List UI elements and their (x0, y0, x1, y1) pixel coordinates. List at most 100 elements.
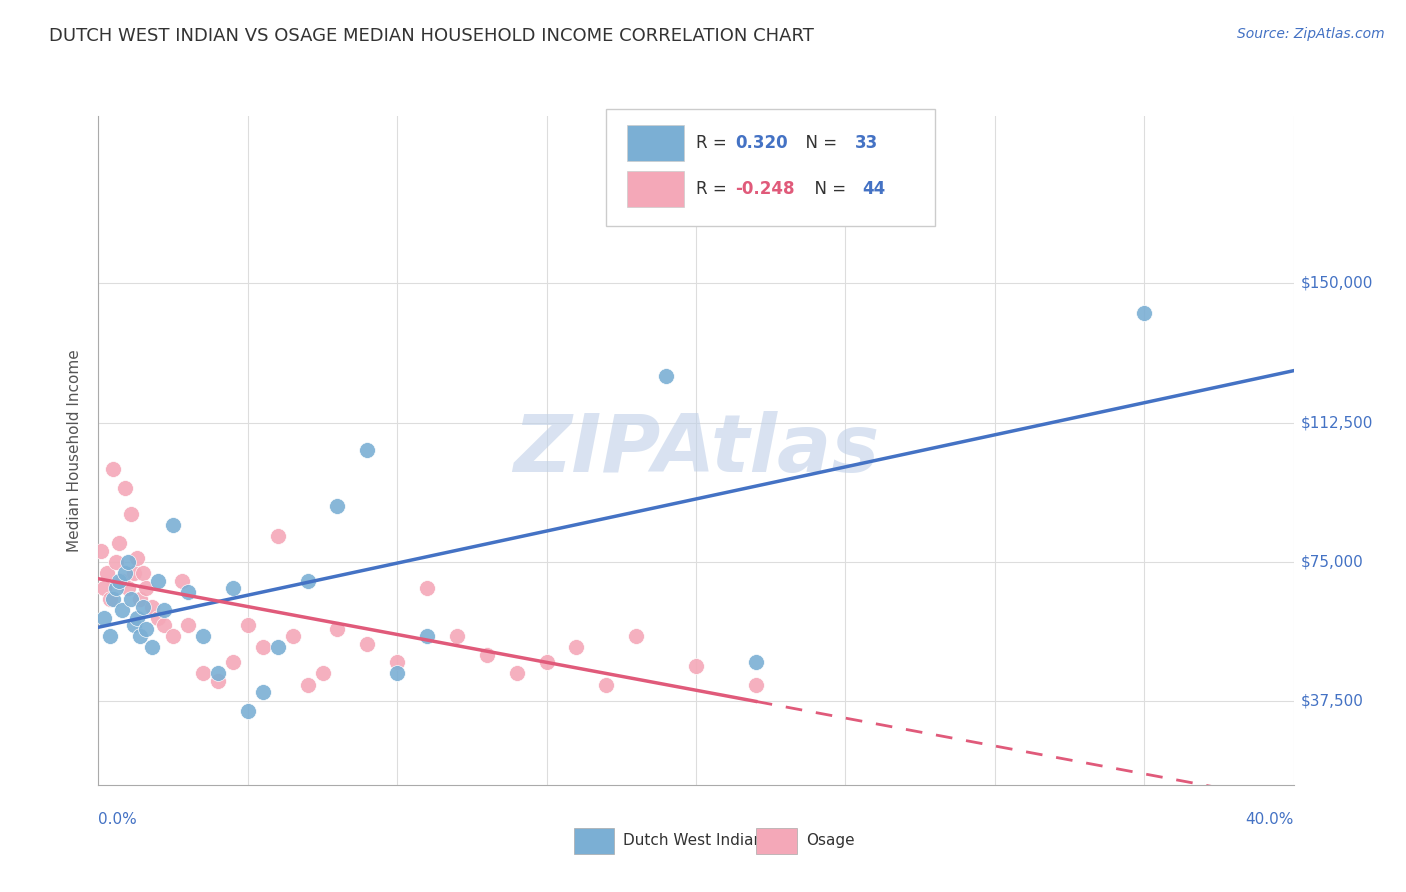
Point (685, 659, 707, 673)
Point (135, 581, 157, 595)
Point (93, 581, 115, 595)
Point (129, 592, 152, 607)
Text: DUTCH WEST INDIAN VS OSAGE MEDIAN HOUSEHOLD INCOME CORRELATION CHART: DUTCH WEST INDIAN VS OSAGE MEDIAN HOUSEH… (49, 27, 814, 45)
Point (624, 629, 647, 643)
Point (108, 536, 131, 550)
Point (475, 648, 498, 662)
Point (267, 640, 290, 655)
Point (536, 655, 558, 669)
Point (98, 592, 122, 607)
Text: 44: 44 (862, 180, 886, 198)
Point (108, 574, 131, 588)
Text: -0.248: -0.248 (735, 180, 794, 198)
Point (96, 566, 118, 581)
Point (416, 629, 439, 643)
Point (297, 574, 319, 588)
Point (135, 622, 157, 636)
Point (98, 629, 122, 643)
Point (745, 678, 768, 692)
Point (127, 551, 149, 566)
Text: $150,000: $150,000 (1301, 276, 1372, 291)
Point (172, 574, 194, 588)
Point (177, 618, 200, 632)
Point (114, 566, 136, 581)
Point (177, 584, 200, 599)
Point (356, 443, 378, 458)
FancyBboxPatch shape (627, 171, 685, 207)
Point (416, 581, 439, 595)
Text: Source: ZipAtlas.com: Source: ZipAtlas.com (1237, 27, 1385, 41)
Point (93, 611, 115, 625)
Point (90, 544, 112, 558)
Point (132, 566, 155, 581)
FancyBboxPatch shape (606, 109, 935, 227)
Point (446, 629, 468, 643)
Point (506, 666, 529, 681)
Point (385, 666, 409, 681)
Point (236, 618, 259, 632)
Point (124, 566, 146, 581)
Point (141, 599, 163, 614)
Point (117, 581, 139, 595)
Point (103, 462, 125, 476)
Point (236, 704, 259, 718)
Point (114, 481, 136, 495)
Point (745, 655, 768, 669)
Text: ZIPAtlas: ZIPAtlas (513, 411, 879, 490)
Point (385, 655, 409, 669)
Point (105, 581, 128, 595)
Point (153, 603, 176, 617)
Point (148, 574, 170, 588)
Text: 0.320: 0.320 (735, 135, 787, 153)
Point (565, 640, 588, 655)
Point (1133, 306, 1156, 320)
Text: R =: R = (696, 180, 733, 198)
Point (281, 629, 304, 643)
Text: Osage: Osage (806, 833, 855, 848)
Point (105, 555, 128, 569)
Text: N =: N = (796, 135, 842, 153)
Point (252, 685, 274, 699)
Point (111, 603, 134, 617)
Point (191, 629, 214, 643)
Text: 0.0%: 0.0% (98, 812, 138, 827)
Point (655, 369, 678, 384)
Text: 33: 33 (855, 135, 879, 153)
Text: $75,000: $75,000 (1301, 555, 1364, 569)
Point (207, 666, 229, 681)
Point (222, 655, 245, 669)
Point (207, 673, 229, 688)
Point (222, 581, 245, 595)
Point (297, 678, 319, 692)
Point (124, 618, 146, 632)
Text: Dutch West Indians: Dutch West Indians (623, 833, 770, 848)
Point (127, 611, 149, 625)
Point (326, 622, 349, 636)
Text: N =: N = (804, 180, 851, 198)
Text: $37,500: $37,500 (1301, 694, 1364, 709)
Point (103, 592, 125, 607)
Point (356, 637, 378, 651)
Point (117, 555, 139, 569)
Point (311, 666, 333, 681)
Point (129, 629, 152, 643)
FancyBboxPatch shape (627, 126, 685, 161)
Point (120, 507, 142, 521)
Point (120, 592, 142, 607)
Point (111, 574, 134, 588)
Point (252, 640, 274, 655)
Point (595, 678, 617, 692)
Point (148, 611, 170, 625)
Text: $112,500: $112,500 (1301, 415, 1372, 430)
Text: 40.0%: 40.0% (1246, 812, 1294, 827)
Point (132, 599, 155, 614)
Y-axis label: Median Household Income: Median Household Income (67, 349, 83, 552)
Point (141, 640, 163, 655)
Point (267, 529, 290, 543)
Point (162, 517, 184, 532)
Point (191, 666, 214, 681)
Point (326, 500, 349, 514)
Point (162, 629, 184, 643)
Point (153, 618, 176, 632)
Text: R =: R = (696, 135, 733, 153)
